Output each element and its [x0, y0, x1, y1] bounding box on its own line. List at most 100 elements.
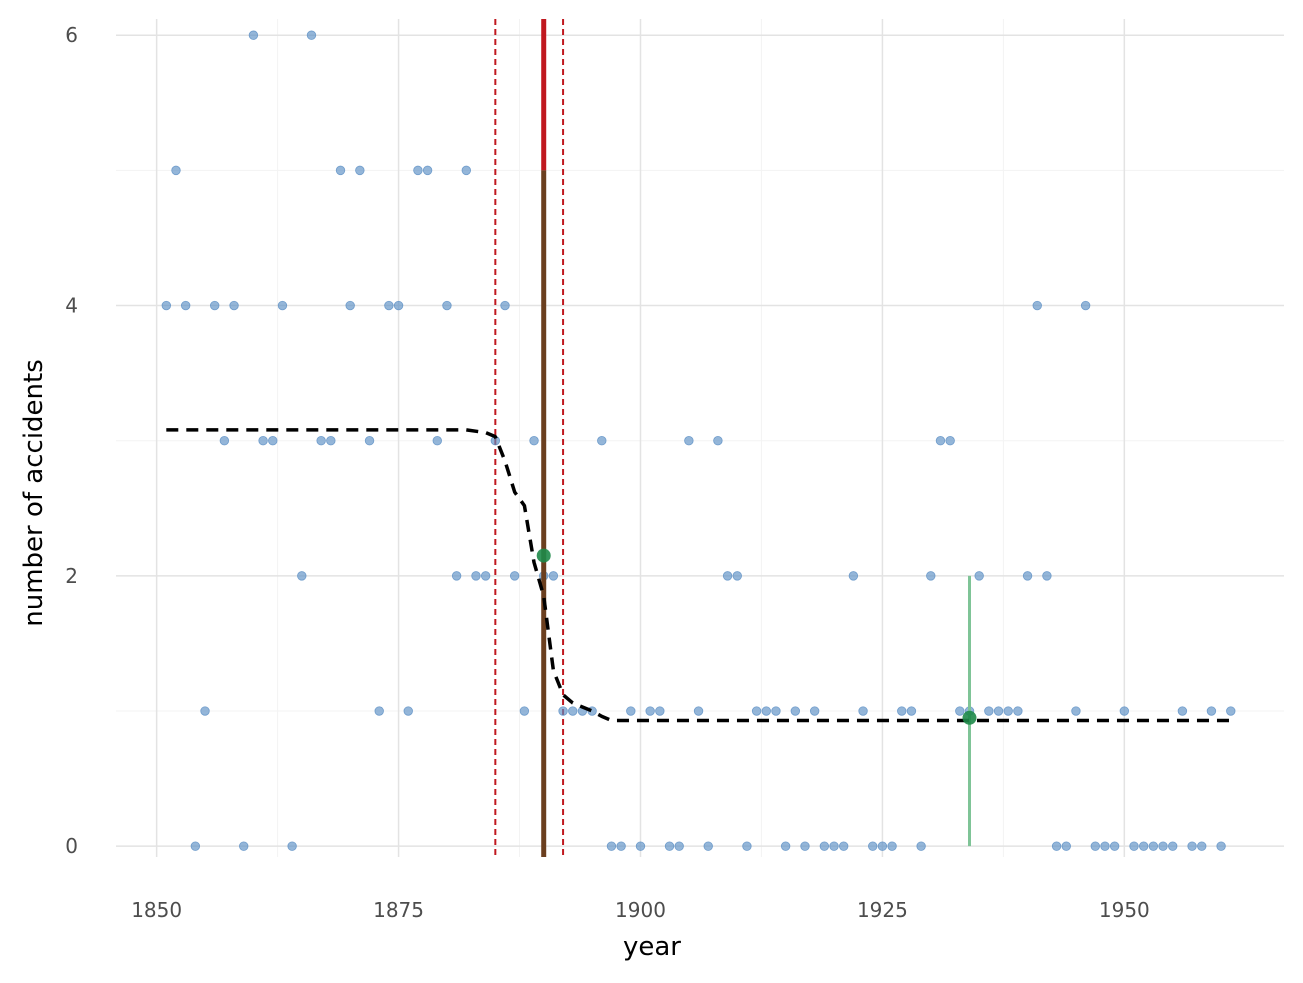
data-point: [1080, 300, 1091, 311]
data-point: [297, 571, 307, 581]
data-point: [471, 571, 481, 581]
data-point: [180, 300, 191, 311]
data-point: [616, 841, 626, 851]
data-point: [403, 706, 413, 716]
fit-line-group: [166, 428, 1231, 723]
x-axis-title: year: [623, 932, 681, 962]
data-point: [926, 571, 936, 581]
data-point: [1129, 841, 1139, 851]
data-point: [268, 436, 278, 446]
data-point: [239, 841, 249, 851]
data-point: [171, 165, 181, 176]
data-point: [190, 841, 201, 851]
data-point: [1022, 571, 1033, 581]
data-point: [1042, 571, 1052, 581]
data-point: [461, 165, 472, 176]
data-point: [993, 706, 1004, 716]
data-point: [1109, 841, 1120, 851]
minor-gridlines: [116, 19, 1284, 857]
x-tick-label: 1925: [857, 898, 908, 922]
data-point: [500, 300, 510, 311]
data-point: [1226, 706, 1236, 716]
data-point: [703, 841, 713, 851]
data-point: [568, 706, 578, 716]
data-point: [451, 571, 462, 581]
data-point: [364, 436, 375, 446]
data-point: [800, 841, 810, 851]
fit-line: [166, 428, 1231, 723]
x-tick-label: 1850: [131, 898, 182, 922]
y-axis-title: number of accidents: [19, 359, 49, 627]
data-point: [945, 436, 955, 446]
data-point: [858, 706, 868, 716]
data-point: [393, 300, 404, 311]
data-point: [887, 841, 897, 851]
x-tick-label: 1900: [615, 898, 666, 922]
x-tick-label: 1950: [1099, 898, 1150, 922]
x-tick-labels: 1850 1875 1900 1925 1950: [131, 898, 1150, 922]
data-point: [906, 706, 917, 716]
data-point: [955, 706, 965, 716]
data-point: [809, 706, 820, 716]
data-point: [626, 706, 636, 716]
data-point: [1119, 706, 1130, 716]
data-point: [732, 571, 742, 581]
data-point: [558, 706, 568, 716]
data-point: [1168, 841, 1178, 851]
data-point: [1013, 706, 1023, 716]
data-point: [771, 706, 781, 716]
data-point: [316, 436, 326, 446]
data-point: [684, 436, 694, 446]
data-point: [1138, 841, 1149, 851]
data-point: [916, 841, 926, 851]
data-point: [509, 571, 520, 581]
data-point: [258, 436, 268, 446]
data-point: [335, 165, 346, 176]
data-point: [974, 571, 984, 581]
y-tick-label: 4: [65, 294, 78, 318]
data-point: [751, 706, 762, 716]
data-point: [597, 436, 607, 446]
data-point: [1090, 841, 1101, 851]
highlight-points: [536, 548, 977, 725]
data-point: [1158, 841, 1168, 851]
highlight-point: [962, 710, 977, 725]
data-point: [248, 30, 259, 40]
x-tick-label: 1875: [373, 898, 424, 922]
data-point: [877, 841, 888, 851]
data-point: [645, 706, 655, 716]
data-point: [1032, 300, 1042, 311]
data-point: [1177, 706, 1188, 716]
data-point: [693, 706, 704, 716]
data-point: [355, 165, 365, 176]
data-point: [839, 841, 849, 851]
data-point: [635, 841, 646, 851]
data-point: [848, 571, 859, 581]
data-point: [374, 706, 384, 716]
data-point: [606, 841, 617, 851]
major-gridlines: [116, 19, 1284, 857]
data-point: [345, 300, 355, 311]
data-point: [674, 841, 684, 851]
data-point: [742, 841, 752, 851]
data-point: [897, 706, 907, 716]
data-point: [529, 436, 539, 446]
data-point: [219, 436, 230, 446]
data-point: [384, 300, 394, 311]
data-point: [1071, 706, 1081, 716]
data-point: [422, 165, 433, 176]
data-point: [200, 706, 210, 716]
y-tick-labels: 0 2 4 6: [65, 23, 78, 858]
data-point: [1197, 841, 1207, 851]
data-point: [413, 165, 423, 176]
data-point: [868, 841, 878, 851]
data-point: [1003, 706, 1013, 716]
data-point: [790, 706, 801, 716]
highlight-point: [536, 548, 551, 563]
data-point: [210, 300, 220, 311]
data-point: [287, 841, 297, 851]
data-point: [713, 436, 723, 446]
data-point: [442, 300, 452, 311]
data-point: [664, 841, 675, 851]
